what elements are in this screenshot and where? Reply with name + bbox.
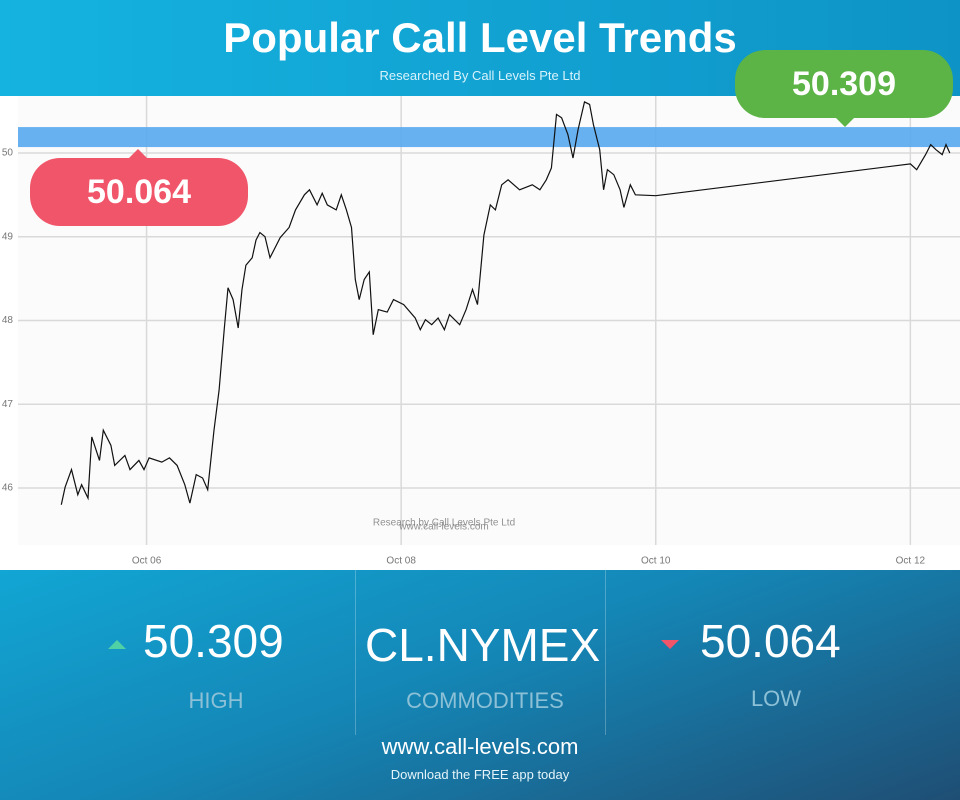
x-tick-label: Oct 06 (132, 556, 162, 567)
up-arrow (108, 640, 126, 649)
divider (355, 570, 356, 735)
subtitle: Researched By Call Levels Pte Ltd (379, 68, 581, 83)
x-tick-label: Oct 12 (896, 556, 926, 567)
low-label: LOW (750, 686, 802, 711)
low-value: 50.064 (700, 615, 841, 667)
y-tick-label: 49 (2, 231, 14, 242)
high-callout: 50.309 (735, 50, 953, 127)
summary-panel: 50.309 HIGH CL.NYMEX COMMODITIES 50.064 … (0, 570, 960, 800)
low-callout: 50.064 (30, 149, 248, 226)
watermark: Research by Call Levels Pte Ltd (373, 518, 515, 529)
price-line (60, 101, 951, 505)
x-tick-label: Oct 10 (641, 556, 671, 567)
tagline: Download the FREE app today (390, 767, 570, 782)
high-level-band (18, 127, 960, 148)
divider (605, 570, 606, 735)
y-tick-label: 47 (2, 399, 14, 410)
category: COMMODITIES (406, 688, 564, 713)
y-tick-label: 50 (2, 148, 14, 159)
symbol: CL.NYMEX (365, 619, 601, 671)
y-tick-label: 46 (2, 483, 14, 494)
title: Popular Call Level Trends (223, 14, 737, 61)
y-tick-label: 48 (2, 315, 14, 326)
x-tick-label: Oct 08 (386, 556, 416, 567)
high-label: HIGH (188, 688, 244, 713)
high-value: 50.309 (143, 615, 284, 667)
down-arrow (661, 640, 679, 649)
url: www.call-levels.com (381, 734, 579, 759)
watermark: www.call-levels.com (398, 522, 488, 533)
